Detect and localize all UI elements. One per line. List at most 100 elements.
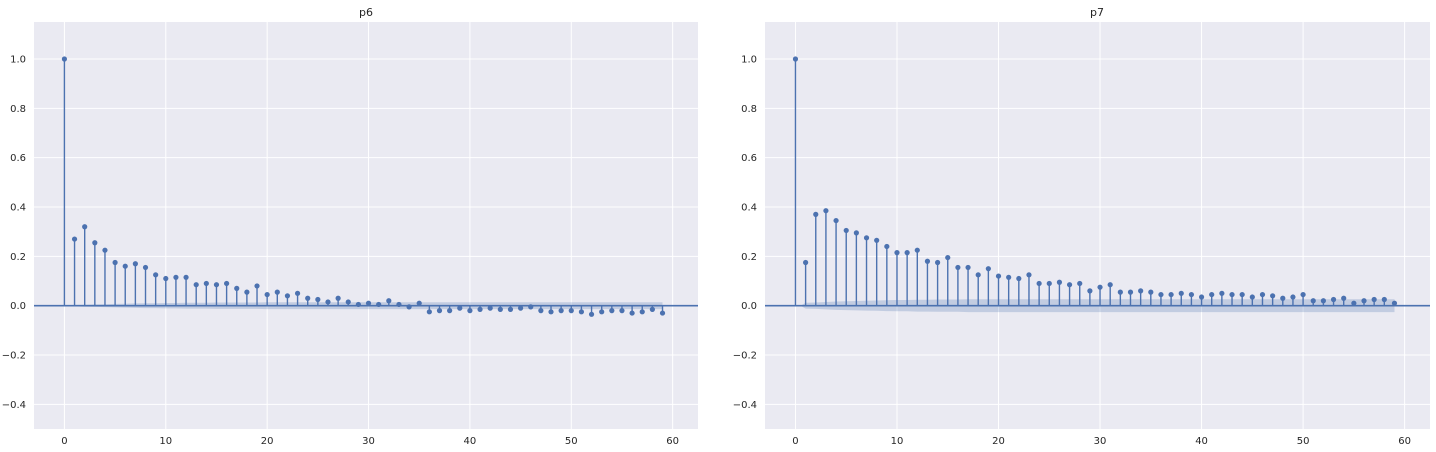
acf-point xyxy=(1138,288,1144,294)
acf-point xyxy=(985,266,991,272)
x-tick-label: 40 xyxy=(464,436,477,447)
acf-point xyxy=(315,296,321,303)
acf-point xyxy=(487,305,493,311)
acf-point xyxy=(254,283,260,289)
acf-point xyxy=(975,272,981,278)
y-tick-label: 1.0 xyxy=(741,55,757,66)
acf-point xyxy=(82,224,88,230)
acf-point xyxy=(224,280,230,287)
acf-point xyxy=(1229,291,1235,298)
acf-point xyxy=(203,280,209,287)
y-tick-label: 1.0 xyxy=(10,55,26,66)
y-tick-label: −0.4 xyxy=(733,400,757,411)
acf-point xyxy=(142,264,149,271)
acf-point xyxy=(61,56,68,62)
acf-point xyxy=(924,258,931,264)
acf-point xyxy=(813,211,819,217)
acf-point xyxy=(792,56,799,62)
acf-point xyxy=(599,309,605,315)
y-tick-label: 0.2 xyxy=(10,252,26,263)
acf-point xyxy=(457,305,463,311)
acf-point xyxy=(355,301,361,308)
acf-point xyxy=(396,301,402,308)
y-tick-label: 0.6 xyxy=(10,153,26,164)
acf-point xyxy=(995,273,1002,279)
x-tick-label: 50 xyxy=(565,436,578,447)
acf-point xyxy=(904,250,910,256)
acf-panel-p7: 0 10 20 30 40 50 60 −0.4 −0.2 0.0 0.2 0.4 0.6 0.8 1.0 p… xyxy=(733,6,1430,447)
x-tick-label: 40 xyxy=(1195,436,1208,447)
x-tick-label: 0 xyxy=(792,436,798,447)
acf-point xyxy=(945,254,951,261)
acf-point xyxy=(1239,291,1245,298)
acf-point xyxy=(1371,296,1377,303)
y-tick-label: 0.0 xyxy=(10,301,26,312)
acf-point xyxy=(659,310,666,316)
acf-point xyxy=(294,290,301,296)
acf-point xyxy=(132,261,138,267)
acf-point xyxy=(1016,275,1022,282)
acf-point xyxy=(649,306,655,312)
acf-point xyxy=(1036,280,1042,287)
plot-background xyxy=(765,22,1430,429)
acf-point xyxy=(447,308,453,314)
acf-point xyxy=(1270,293,1276,299)
acf-point xyxy=(934,259,941,266)
acf-point xyxy=(284,293,291,299)
acf-point xyxy=(477,306,483,312)
x-tick-label: 0 xyxy=(61,436,67,447)
x-tick-label: 30 xyxy=(1094,436,1107,447)
y-tick-label: 0.8 xyxy=(741,104,757,115)
acf-point xyxy=(416,300,422,306)
y-tick-label: 0.6 xyxy=(741,153,757,164)
x-tick-label: 10 xyxy=(891,436,904,447)
acf-point xyxy=(1280,295,1286,301)
acf-point xyxy=(1259,291,1266,298)
acf-point xyxy=(122,263,128,269)
x-tick-label: 20 xyxy=(261,436,274,447)
acf-point xyxy=(517,305,524,311)
acf-point xyxy=(234,285,240,291)
y-tick-label: −0.4 xyxy=(2,400,26,411)
acf-point xyxy=(213,282,220,288)
acf-point xyxy=(955,264,961,271)
acf-point xyxy=(467,308,473,314)
x-tick-label: 30 xyxy=(362,436,375,447)
acf-point xyxy=(874,237,880,243)
x-tick-label: 20 xyxy=(992,436,1005,447)
acf-point xyxy=(1087,288,1093,294)
acf-point xyxy=(507,306,514,312)
acf-point xyxy=(386,298,392,304)
acf-point xyxy=(1330,296,1337,303)
acf-point xyxy=(1341,295,1347,301)
acf-point xyxy=(274,289,280,295)
acf-point xyxy=(578,309,585,315)
acf-point xyxy=(497,306,503,312)
acf-point xyxy=(1158,291,1164,298)
acf-point xyxy=(1198,294,1205,300)
acf-point xyxy=(173,274,179,280)
x-tick-label: 50 xyxy=(1297,436,1310,447)
acf-point xyxy=(335,295,341,301)
acf-point xyxy=(1097,284,1103,290)
acf-point xyxy=(558,308,564,314)
x-tick-label: 60 xyxy=(666,436,679,447)
acf-point xyxy=(609,308,615,314)
acf-point xyxy=(1290,294,1296,300)
acf-point xyxy=(112,259,118,266)
acf-point xyxy=(823,208,829,214)
acf-point xyxy=(619,308,625,314)
acf-point xyxy=(629,310,635,316)
acf-point xyxy=(843,227,849,234)
acf-point xyxy=(1127,289,1134,295)
acf-point xyxy=(1026,272,1032,278)
acf-point xyxy=(92,240,98,246)
acf-point xyxy=(325,299,331,305)
acf-point xyxy=(528,304,534,310)
acf-point xyxy=(1219,290,1225,296)
acf-point xyxy=(426,309,432,315)
acf-point xyxy=(1381,296,1387,303)
acf-point xyxy=(639,309,645,315)
acf-point xyxy=(264,291,270,298)
